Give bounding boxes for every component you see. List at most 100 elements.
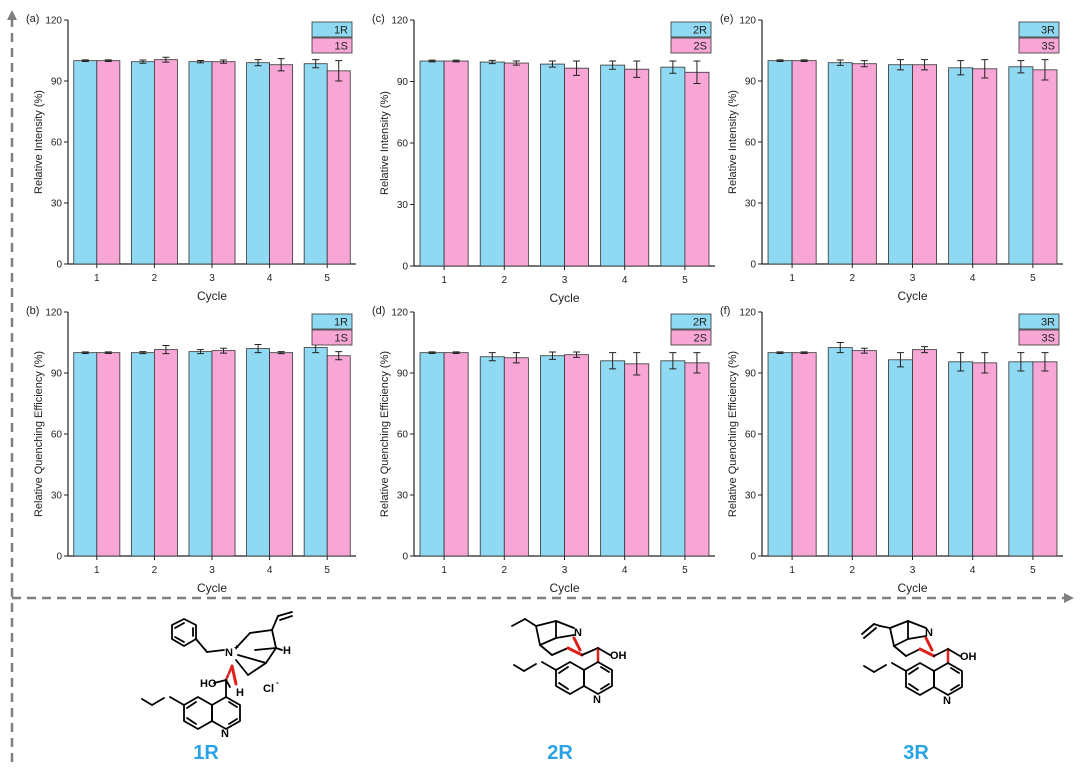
panel-label: (a): [26, 13, 39, 25]
error-bar-3R-cycle-5: [1017, 60, 1025, 74]
y-tick-label: 0: [750, 260, 756, 271]
bar-1S-cycle-4: [269, 352, 294, 557]
x-tick-label: 4: [970, 565, 976, 576]
error-bar-path: [162, 56, 170, 63]
legend-item-2R: 2R: [670, 313, 712, 330]
y-tick-label: 90: [745, 77, 757, 88]
error-bar-path: [196, 349, 204, 355]
chart-panel-e: 0 30 60 90 120 1 2 3 4 5 Cycle Relative Intensity (…: [720, 13, 1063, 303]
error-bar-2R-cycle-3: [548, 60, 556, 68]
error-bar-path: [693, 352, 701, 374]
bar-1S-cycle-4: [269, 64, 294, 265]
error-bar-path: [860, 347, 868, 354]
error-bar-path: [896, 352, 904, 368]
error-bar-path: [776, 59, 784, 62]
error-bar-3S-cycle-5: [1041, 352, 1049, 372]
panel-label: (c): [372, 13, 385, 25]
x-tick-label: 5: [324, 565, 330, 576]
legend-swatch: [1018, 313, 1060, 330]
error-bar-1S-cycle-2: [162, 345, 170, 355]
bar-3R-cycle-4: [948, 361, 974, 557]
x-tick-label: 3: [209, 273, 215, 284]
bar-3R-cycle-1: [767, 352, 793, 557]
chart-panel-b: 0 30 60 90 120 1 2 3 4 5 Cycle Relative Quenching E…: [26, 305, 356, 595]
x-tick-label: 2: [152, 273, 158, 284]
error-bar-1S-cycle-1: [104, 59, 112, 62]
bar-1S-cycle-2: [153, 59, 178, 265]
y-tick-label: 120: [45, 16, 62, 27]
error-bar-path: [776, 351, 784, 354]
error-bar-path: [488, 352, 496, 362]
x-axis-label: Cycle: [549, 581, 579, 595]
y-tick-label: 120: [739, 308, 756, 319]
x-tick-label: 3: [562, 565, 568, 576]
atom-label: +: [234, 643, 239, 652]
error-bar-3S-cycle-4: [981, 352, 989, 374]
error-bar-path: [1041, 352, 1049, 372]
x-tick-label: 4: [267, 565, 273, 576]
y-tick-label: 30: [51, 199, 63, 210]
atom-label: H: [236, 687, 244, 699]
bar-2R-cycle-1: [419, 352, 445, 557]
error-bar-path: [800, 59, 808, 62]
bar-3S-cycle-4: [972, 362, 998, 557]
error-bar-path: [633, 60, 641, 78]
error-bar-3S-cycle-2: [860, 347, 868, 354]
legend-swatch: [1018, 21, 1060, 38]
bar-1S-cycle-3: [211, 61, 236, 265]
atom-label: Cl: [263, 683, 274, 695]
error-bar-3S-cycle-3: [921, 59, 929, 71]
bar-3R-cycle-4: [948, 67, 974, 265]
error-bar-path: [836, 59, 844, 66]
y-tick-label: 90: [51, 369, 63, 380]
error-bar-1S-cycle-1: [104, 351, 112, 354]
x-tick-label: 2: [502, 275, 508, 286]
error-bar-1R-cycle-5: [312, 59, 320, 69]
error-bar-path: [81, 59, 89, 62]
atom-label: HO: [200, 678, 217, 690]
legend-item-3S: 3S: [1018, 329, 1060, 346]
bar-2S-cycle-1: [443, 60, 469, 267]
error-bar-path: [512, 352, 520, 364]
legend-swatch: [670, 329, 712, 346]
error-bar-2S-cycle-2: [512, 60, 520, 66]
x-tick-label: 1: [94, 273, 100, 284]
y-tick-label: 0: [56, 552, 62, 563]
legend-swatch: [311, 329, 353, 346]
error-bar-path: [162, 345, 170, 355]
x-axis-label: Cycle: [897, 581, 927, 595]
y-tick-label: 120: [391, 16, 408, 27]
bar-1S-cycle-5: [326, 70, 351, 265]
x-tick-label: 3: [562, 275, 568, 286]
bar-3S-cycle-3: [912, 64, 937, 265]
panel-label: (b): [26, 305, 39, 317]
bar-2S-cycle-2: [503, 357, 529, 557]
bar-2R-cycle-5: [660, 360, 686, 557]
error-bar-2S-cycle-5: [693, 352, 701, 374]
error-bar-path: [277, 58, 285, 72]
error-bar-path: [428, 59, 436, 63]
legend-item-2R: 2R: [670, 21, 712, 38]
x-tick-label: 4: [622, 565, 628, 576]
legend-item-1R: 1R: [311, 21, 353, 38]
legend-label: 1R: [334, 317, 348, 329]
y-tick-label: 60: [397, 430, 409, 441]
chart-panel-c: 0 30 60 90 120 1 2 3 4 5 Cycle Relative Intensity (…: [372, 13, 715, 305]
error-bar-path: [488, 59, 496, 65]
chart-panel-a: 0 30 60 90 120 1 2 3 4 5 Cycle Relative Intensity (…: [26, 13, 356, 303]
x-tick-label: 2: [502, 565, 508, 576]
error-bar-path: [669, 60, 677, 74]
bar-2R-cycle-3: [540, 355, 565, 557]
y-tick-label: 60: [51, 138, 63, 149]
legend-label: 2S: [694, 333, 707, 345]
error-bar-path: [254, 344, 262, 354]
legend-item-1S: 1S: [311, 329, 353, 346]
bar-1R-cycle-4: [246, 62, 270, 265]
bar-2R-cycle-4: [600, 64, 626, 267]
bar-2S-cycle-4: [624, 68, 650, 267]
error-bar-3R-cycle-1: [776, 351, 784, 354]
error-bar-path: [81, 351, 89, 354]
legend-label: 3S: [1042, 333, 1055, 345]
compound-label-2r: 2R: [547, 742, 573, 764]
error-bar-2S-cycle-5: [693, 60, 701, 85]
